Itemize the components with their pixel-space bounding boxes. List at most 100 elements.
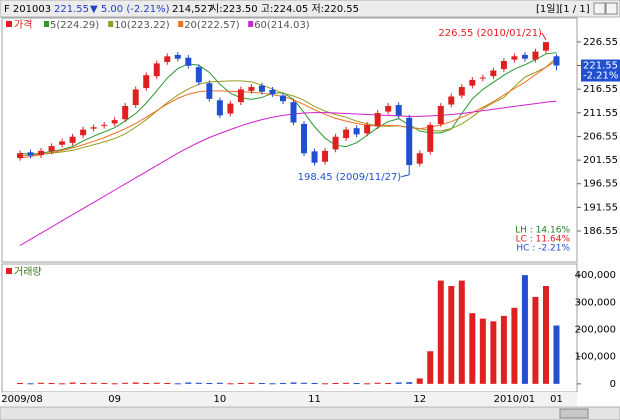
candle-body (111, 120, 118, 124)
volume-bar (132, 382, 139, 384)
y-tick-label: 216.55 (583, 84, 618, 95)
y-tick-label: 400,000 (575, 270, 616, 281)
volume-bar (511, 307, 518, 384)
candle-body (448, 96, 455, 105)
stat-label: LH : 14.16% (515, 226, 570, 236)
candle-body (322, 150, 329, 162)
candle-body (311, 151, 318, 163)
candle-body (490, 70, 497, 77)
volume-bar (500, 315, 507, 384)
candle-body (48, 146, 55, 152)
moving-average-line (19, 60, 557, 159)
scroll-thumb[interactable] (559, 408, 589, 419)
legend-swatch (248, 21, 254, 27)
price-panel (1, 17, 578, 263)
x-tick-label: 2009/08 (1, 394, 43, 405)
volume-bar (80, 383, 87, 385)
header-volume: 214,527 (172, 4, 213, 15)
minimize-button[interactable] (593, 2, 606, 15)
candle-body (258, 85, 265, 92)
candle-body (521, 54, 528, 59)
candle-body (69, 136, 76, 143)
volume-bar (479, 318, 486, 384)
candle-body (153, 63, 160, 77)
candle-body (59, 141, 66, 145)
volume-bar (532, 296, 539, 384)
volume-bar (143, 383, 150, 385)
volume-bar (38, 382, 45, 384)
legend-swatch (178, 21, 184, 27)
legend-label: 가격 (14, 18, 32, 31)
candle-body (132, 89, 139, 106)
candle-body (269, 89, 276, 95)
candle-body (343, 129, 350, 139)
scrollbar[interactable] (0, 406, 620, 420)
header-change: ▼ 5.00 (-2.21%) (90, 4, 170, 15)
candle-body (416, 153, 423, 164)
header-bar (0, 0, 620, 18)
moving-average-line (19, 100, 557, 246)
candle-body (174, 54, 181, 59)
y-tick-label: 200,000 (575, 324, 616, 335)
legend-label: 거래량 (14, 266, 42, 278)
period-selector[interactable]: [1일][1 / 1] (536, 3, 590, 15)
volume-bar (258, 383, 265, 385)
legend-swatch (6, 21, 12, 27)
volume-bar (59, 383, 66, 385)
candle-body (301, 123, 308, 154)
volume-bar (553, 325, 560, 384)
volume-bar (343, 382, 350, 384)
current-price-box (581, 59, 620, 82)
candle-body (195, 67, 202, 83)
candle-body (122, 105, 129, 120)
candle-body (164, 56, 171, 62)
legend-label: 60(214.03) (254, 20, 310, 31)
y-tick-label: 201.55 (583, 155, 618, 166)
candle-body (90, 127, 97, 129)
candle-body (279, 95, 286, 102)
candle-body (385, 105, 392, 112)
legend-label: 20(222.57) (184, 20, 240, 31)
volume-bar (17, 383, 23, 385)
candle-body (206, 83, 213, 99)
candle-body (248, 87, 255, 91)
legend-swatch (6, 268, 12, 274)
volume-bar (227, 383, 234, 385)
volume-bar (374, 382, 381, 384)
candle-body (469, 79, 476, 86)
candle-body (395, 105, 402, 116)
candle-body (479, 77, 486, 79)
legend-label: 10(223.22) (114, 20, 170, 31)
volume-bar (353, 383, 360, 385)
candle-body (374, 113, 381, 127)
candle-body (27, 152, 34, 156)
symbol: F 201003 (4, 4, 51, 15)
volume-bar (122, 382, 129, 384)
candle-body (290, 102, 297, 123)
volume-bar (269, 383, 276, 385)
close-button[interactable] (605, 2, 618, 15)
stat-label: LC : 11.64% (516, 235, 571, 245)
candle-body (427, 124, 434, 152)
legend-label: 5(224.29) (50, 20, 99, 31)
candle-body (500, 61, 507, 70)
volume-bar (448, 286, 455, 384)
volume-bar (27, 383, 34, 385)
volume-bar (48, 383, 55, 385)
candle-body (216, 100, 223, 116)
candle-body (437, 105, 444, 124)
volume-bar (490, 321, 497, 384)
stat-label: HC : -2.21% (516, 244, 570, 254)
volume-bar (385, 383, 392, 385)
volume-bar (322, 383, 329, 385)
volume-bar (301, 382, 308, 384)
volume-bar (406, 382, 413, 384)
annotation-leader (541, 32, 547, 41)
candle-body (458, 87, 465, 96)
header-ohl: 시:223.50 고:224.05 저:220.55 (210, 3, 359, 15)
candle-body (553, 56, 560, 66)
volume-bar (69, 382, 76, 384)
candle-body (532, 51, 539, 60)
annotation: 198.45 (2009/11/27) (298, 172, 402, 183)
